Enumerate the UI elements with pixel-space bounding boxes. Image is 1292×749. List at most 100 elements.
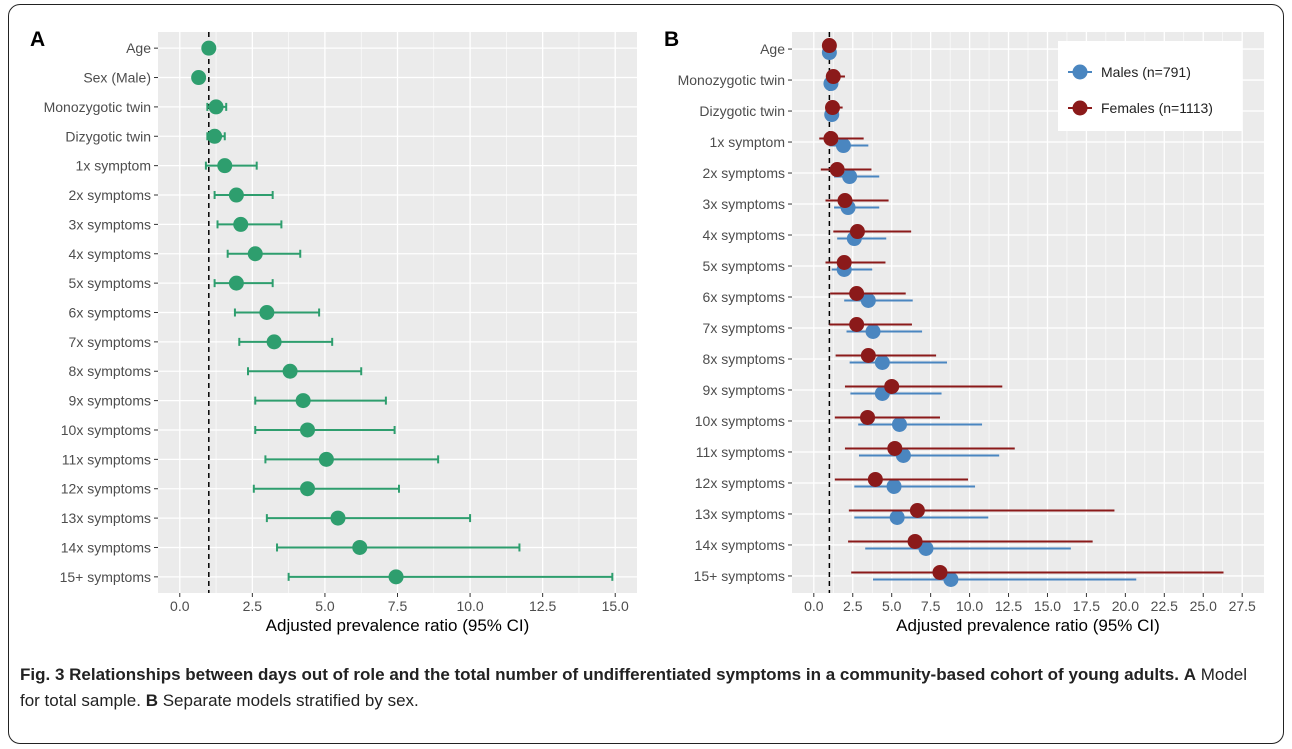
panel-b-category-label-14x-symptoms: 14x symptoms (695, 537, 785, 553)
panel-a-category-label-10x-symptoms: 10x symptoms (61, 422, 151, 438)
panel-a-category-label-3x-symptoms: 3x symptoms (69, 216, 151, 232)
panel-b-category-label-10x-symptoms: 10x symptoms (695, 413, 785, 429)
panel-a-total-point (233, 216, 249, 232)
panel-b-category-label-1x-symptom: 1x symptom (710, 134, 785, 150)
panel-b-females-point (860, 347, 876, 363)
panel-b-females-point (909, 502, 925, 518)
caption-part-a-letter: A (1183, 665, 1196, 684)
legend-females-label: Females (n=1113) (1101, 100, 1213, 116)
panel-b-x-tick-label: 12.5 (995, 598, 1022, 614)
figure-frame (8, 4, 1284, 744)
panel-a-total-point (228, 275, 244, 291)
panel-a-category-label-11x-symptoms: 11x symptoms (62, 451, 151, 467)
panel-b-females-point (821, 38, 837, 54)
panel-b-females-point (932, 564, 948, 580)
panel-b-x-tick-label: 15.0 (1034, 598, 1061, 614)
panel-b-males-point (889, 509, 905, 525)
panel-b-females-point (823, 131, 839, 147)
panel-b-x-tick-label: 27.5 (1229, 598, 1256, 614)
caption-part-a-text: Model for total sample. (20, 665, 1248, 710)
panel-a-x-tick-label: 10.0 (456, 598, 483, 614)
panel-b-category-label-12x-symptoms: 12x symptoms (695, 475, 785, 491)
panel-b-x-tick-label: 5.0 (882, 598, 902, 614)
panel-a-total-point (330, 510, 346, 526)
panel-b-females-point (860, 409, 876, 425)
panel-b-females-point (825, 69, 841, 85)
panel-b-category-label-9x-symptoms: 9x symptoms (703, 382, 785, 398)
panel-a-category-label-15-symptoms: 15+ symptoms (60, 569, 151, 585)
panel-a-total-point (295, 393, 311, 409)
panel-b-males-point (886, 478, 902, 494)
panel-a-category-label-5x-symptoms: 5x symptoms (69, 275, 151, 291)
panel-a-category-label-dizygotic-twin: Dizygotic twin (65, 128, 151, 144)
panel-b-x-tick-label: 25.0 (1190, 598, 1217, 614)
panel-a-x-tick-label: 7.5 (388, 598, 408, 614)
panel-a-total-point (300, 422, 316, 438)
panel-b-plot: 0.0 2.5 5.0 7.5 10.0 12.5 15.0 17.5 20.0 22.5 25.0… (678, 32, 1264, 635)
panel-a-category-label-2x-symptoms: 2x symptoms (69, 187, 151, 203)
panel-a-category-label-monozygotic-twin: Monozygotic twin (44, 99, 151, 115)
panel-b-category-label-15-symptoms: 15+ symptoms (694, 568, 785, 584)
panel-b-males-point (860, 293, 876, 309)
legend-males-label: Males (n=791) (1101, 64, 1191, 80)
panel-a-category-label-9x-symptoms: 9x symptoms (69, 393, 151, 409)
legend-females-marker (1072, 100, 1088, 116)
panel-a-x-tick-label: 5.0 (315, 598, 335, 614)
panel-a-category-label-8x-symptoms: 8x symptoms (69, 363, 151, 379)
panel-a-total-point (207, 128, 223, 144)
panel-b-category-label-7x-symptoms: 7x symptoms (703, 320, 785, 336)
panel-a-total-point (201, 40, 217, 56)
panel-a-x-tick-label: 2.5 (243, 598, 263, 614)
panel-b-category-label-2x-symptoms: 2x symptoms (703, 165, 785, 181)
panel-b-category-label-dizygotic-twin: Dizygotic twin (699, 103, 785, 119)
panel-b-category-label-3x-symptoms: 3x symptoms (703, 196, 785, 212)
panel-a-total-point (191, 70, 207, 86)
panel-b-category-label-13x-symptoms: 13x symptoms (695, 506, 785, 522)
panel-b-category-label-age: Age (760, 41, 785, 57)
panel-b-females-point (884, 378, 900, 394)
panel-a-category-label-13x-symptoms: 13x symptoms (61, 510, 151, 526)
panel-a-total-point (282, 363, 298, 379)
panel-a-plot: 0.0 2.5 5.0 7.5 10.0 12.5 15.0 Age Sex (Male) Mon… (44, 32, 637, 635)
panel-a-total-point (266, 334, 282, 350)
panel-b-category-label-4x-symptoms: 4x symptoms (703, 227, 785, 243)
panel-a-category-label-1x-symptom: 1x symptom (76, 158, 151, 174)
panel-a-category-label-12x-symptoms: 12x symptoms (61, 481, 151, 497)
panel-a-x-axis-title: Adjusted prevalence ratio (95% CI) (266, 616, 530, 635)
panel-a-total-point (247, 246, 263, 262)
panel-a-category-label-7x-symptoms: 7x symptoms (69, 334, 151, 350)
panel-a-total-point (388, 569, 404, 585)
panel-b-females-point (829, 162, 845, 178)
figure-svg: A B 0.0 2.5 5.0 7.5 10.0 12.5 15.0 Age Sex (Male… (30, 28, 1264, 635)
caption-part-b-text: Separate models stratified by sex. (162, 691, 419, 710)
panel-a-total-point (318, 451, 334, 467)
panel-b-x-tick-label: 2.5 (843, 598, 863, 614)
panel-b-category-label-6x-symptoms: 6x symptoms (703, 289, 785, 305)
panel-b-males-point (918, 540, 934, 556)
panel-a-total-point (228, 187, 244, 203)
panel-b-males-point (865, 323, 881, 339)
panel-a-x-tick-label: 12.5 (529, 598, 556, 614)
caption-part-b-letter: B (145, 691, 158, 710)
panel-b-category-label-5x-symptoms: 5x symptoms (703, 258, 785, 274)
panel-b-letter: B (664, 28, 679, 51)
panel-b-x-tick-label: 17.5 (1073, 598, 1100, 614)
panel-b-males-point (835, 138, 851, 154)
panel-b-females-point (836, 255, 852, 271)
panel-a-total-point (208, 99, 224, 115)
panel-a-total-point (352, 539, 368, 555)
panel-b-females-point (849, 286, 865, 302)
panel-a-category-label-sex-male: Sex (Male) (83, 70, 151, 86)
panel-b-category-label-monozygotic-twin: Monozygotic twin (678, 72, 785, 88)
panel-a-total-point (300, 481, 316, 497)
figure-caption: Fig. 3 Relationships between days out of… (20, 662, 1270, 714)
panel-b-legend (1058, 41, 1242, 131)
panel-a-total-point (259, 305, 275, 320)
panel-a-x-tick-label: 15.0 (602, 598, 629, 614)
panel-b-x-tick-label: 0.0 (804, 598, 824, 614)
panel-a-category-label-14x-symptoms: 14x symptoms (61, 539, 151, 555)
panel-b-females-point (837, 193, 853, 209)
caption-bold: Fig. 3 Relationships between days out of… (20, 665, 1179, 684)
panel-b-x-tick-label: 22.5 (1151, 598, 1178, 614)
panel-b-females-point (849, 224, 865, 240)
